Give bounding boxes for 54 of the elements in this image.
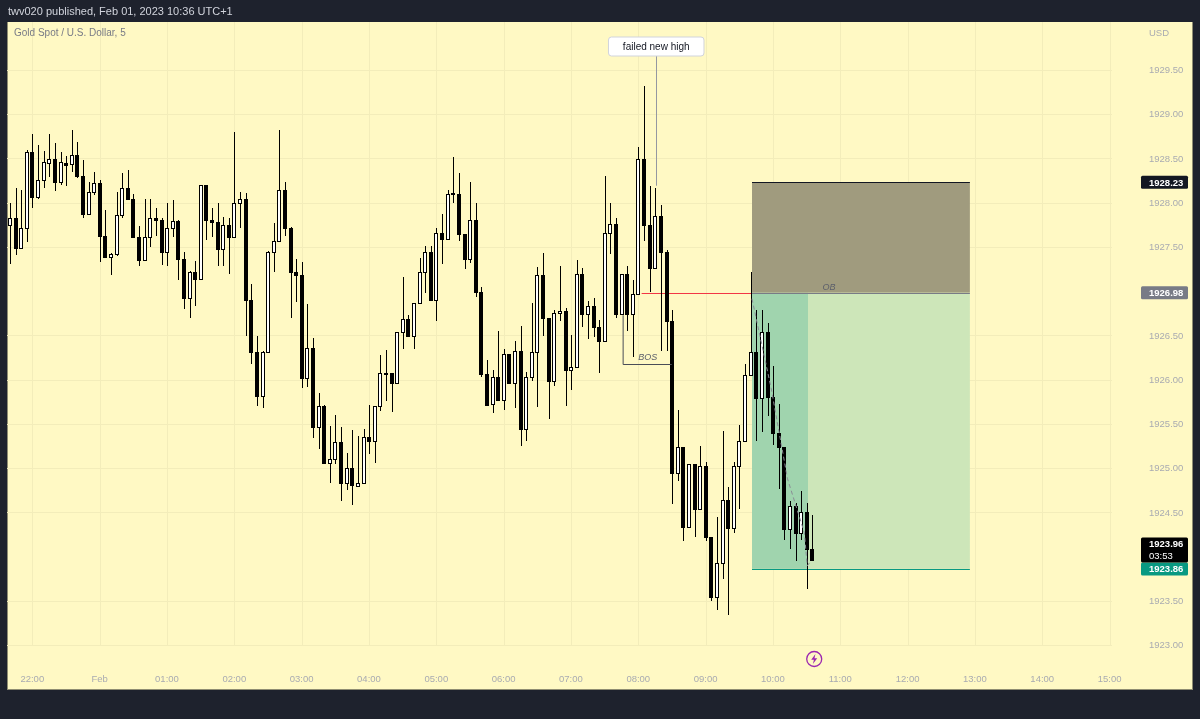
candlestick xyxy=(440,213,444,265)
text: twv020 published, Feb 01, 2023 10:36 UTC+1 xyxy=(8,5,233,17)
annotation: failed new high xyxy=(622,41,690,52)
y-tick-label: 1927.50 xyxy=(1149,241,1184,253)
x-tick-label: 03:00 xyxy=(289,672,314,684)
x-tick-label: 05:00 xyxy=(424,672,449,684)
x-tick-label: 07:00 xyxy=(559,672,583,684)
candlestick xyxy=(137,225,141,267)
x-tick-label: 12:00 xyxy=(895,672,920,684)
x-tick-label: 02:00 xyxy=(222,672,247,684)
y-tick-label: 1928.00 xyxy=(1149,196,1184,208)
candlestick xyxy=(384,349,388,402)
y-tick-label: 1923.00 xyxy=(1149,639,1184,651)
x-tick-label: Feb xyxy=(91,672,108,684)
y-tick-label: 1929.50 xyxy=(1149,64,1184,76)
candlestick xyxy=(356,435,360,488)
x-tick-label: 11:00 xyxy=(828,672,852,684)
y-axis-title: USD xyxy=(1149,27,1170,38)
y-tick-label: 1925.50 xyxy=(1149,418,1184,430)
y-tick-label: 1924.50 xyxy=(1149,506,1184,518)
y-tick-label: 1926.00 xyxy=(1149,373,1184,385)
candlestick xyxy=(788,500,792,550)
candlestick xyxy=(36,144,40,200)
x-tick-label: 14:00 xyxy=(1030,672,1055,684)
y-tick-label: 1923.86 xyxy=(1149,563,1184,575)
candlestick xyxy=(586,300,590,340)
candlestick xyxy=(210,207,214,238)
y-tick-label: 1925.00 xyxy=(1149,462,1184,474)
y-tick-label: 1928.50 xyxy=(1149,152,1184,164)
y-tick-label: 1926.98 xyxy=(1149,287,1184,299)
y-tick-label: 1928.23 xyxy=(1149,176,1184,188)
candlestick xyxy=(238,191,242,229)
chart-title: Gold Spot / U.S. Dollar, 5 xyxy=(14,27,127,38)
candlestick xyxy=(53,142,57,192)
x-tick-label: 13:00 xyxy=(963,672,987,684)
text: 03:53 xyxy=(1149,550,1173,562)
x-tick-label: 22:00 xyxy=(20,672,45,684)
annotation: OB xyxy=(822,281,836,292)
x-tick-label: 04:00 xyxy=(357,672,381,684)
y-tick-label: 1926.50 xyxy=(1149,329,1184,341)
candlestick xyxy=(154,207,158,237)
x-tick-label: 06:00 xyxy=(491,672,516,684)
x-tick-label: 09:00 xyxy=(693,672,718,684)
x-tick-label: 10:00 xyxy=(761,672,785,684)
text: 1923.96 xyxy=(1149,538,1184,550)
candlestick xyxy=(8,202,12,265)
candlestick xyxy=(109,252,113,276)
y-tick-label: 1929.00 xyxy=(1149,108,1184,120)
x-tick-label: 01:00 xyxy=(155,672,179,684)
y-tick-label: 1923.50 xyxy=(1149,595,1184,607)
x-tick-label: 08:00 xyxy=(626,672,651,684)
candlestick xyxy=(558,265,562,322)
annotation: BOS xyxy=(638,352,658,362)
x-tick-label: 15:00 xyxy=(1097,672,1122,684)
